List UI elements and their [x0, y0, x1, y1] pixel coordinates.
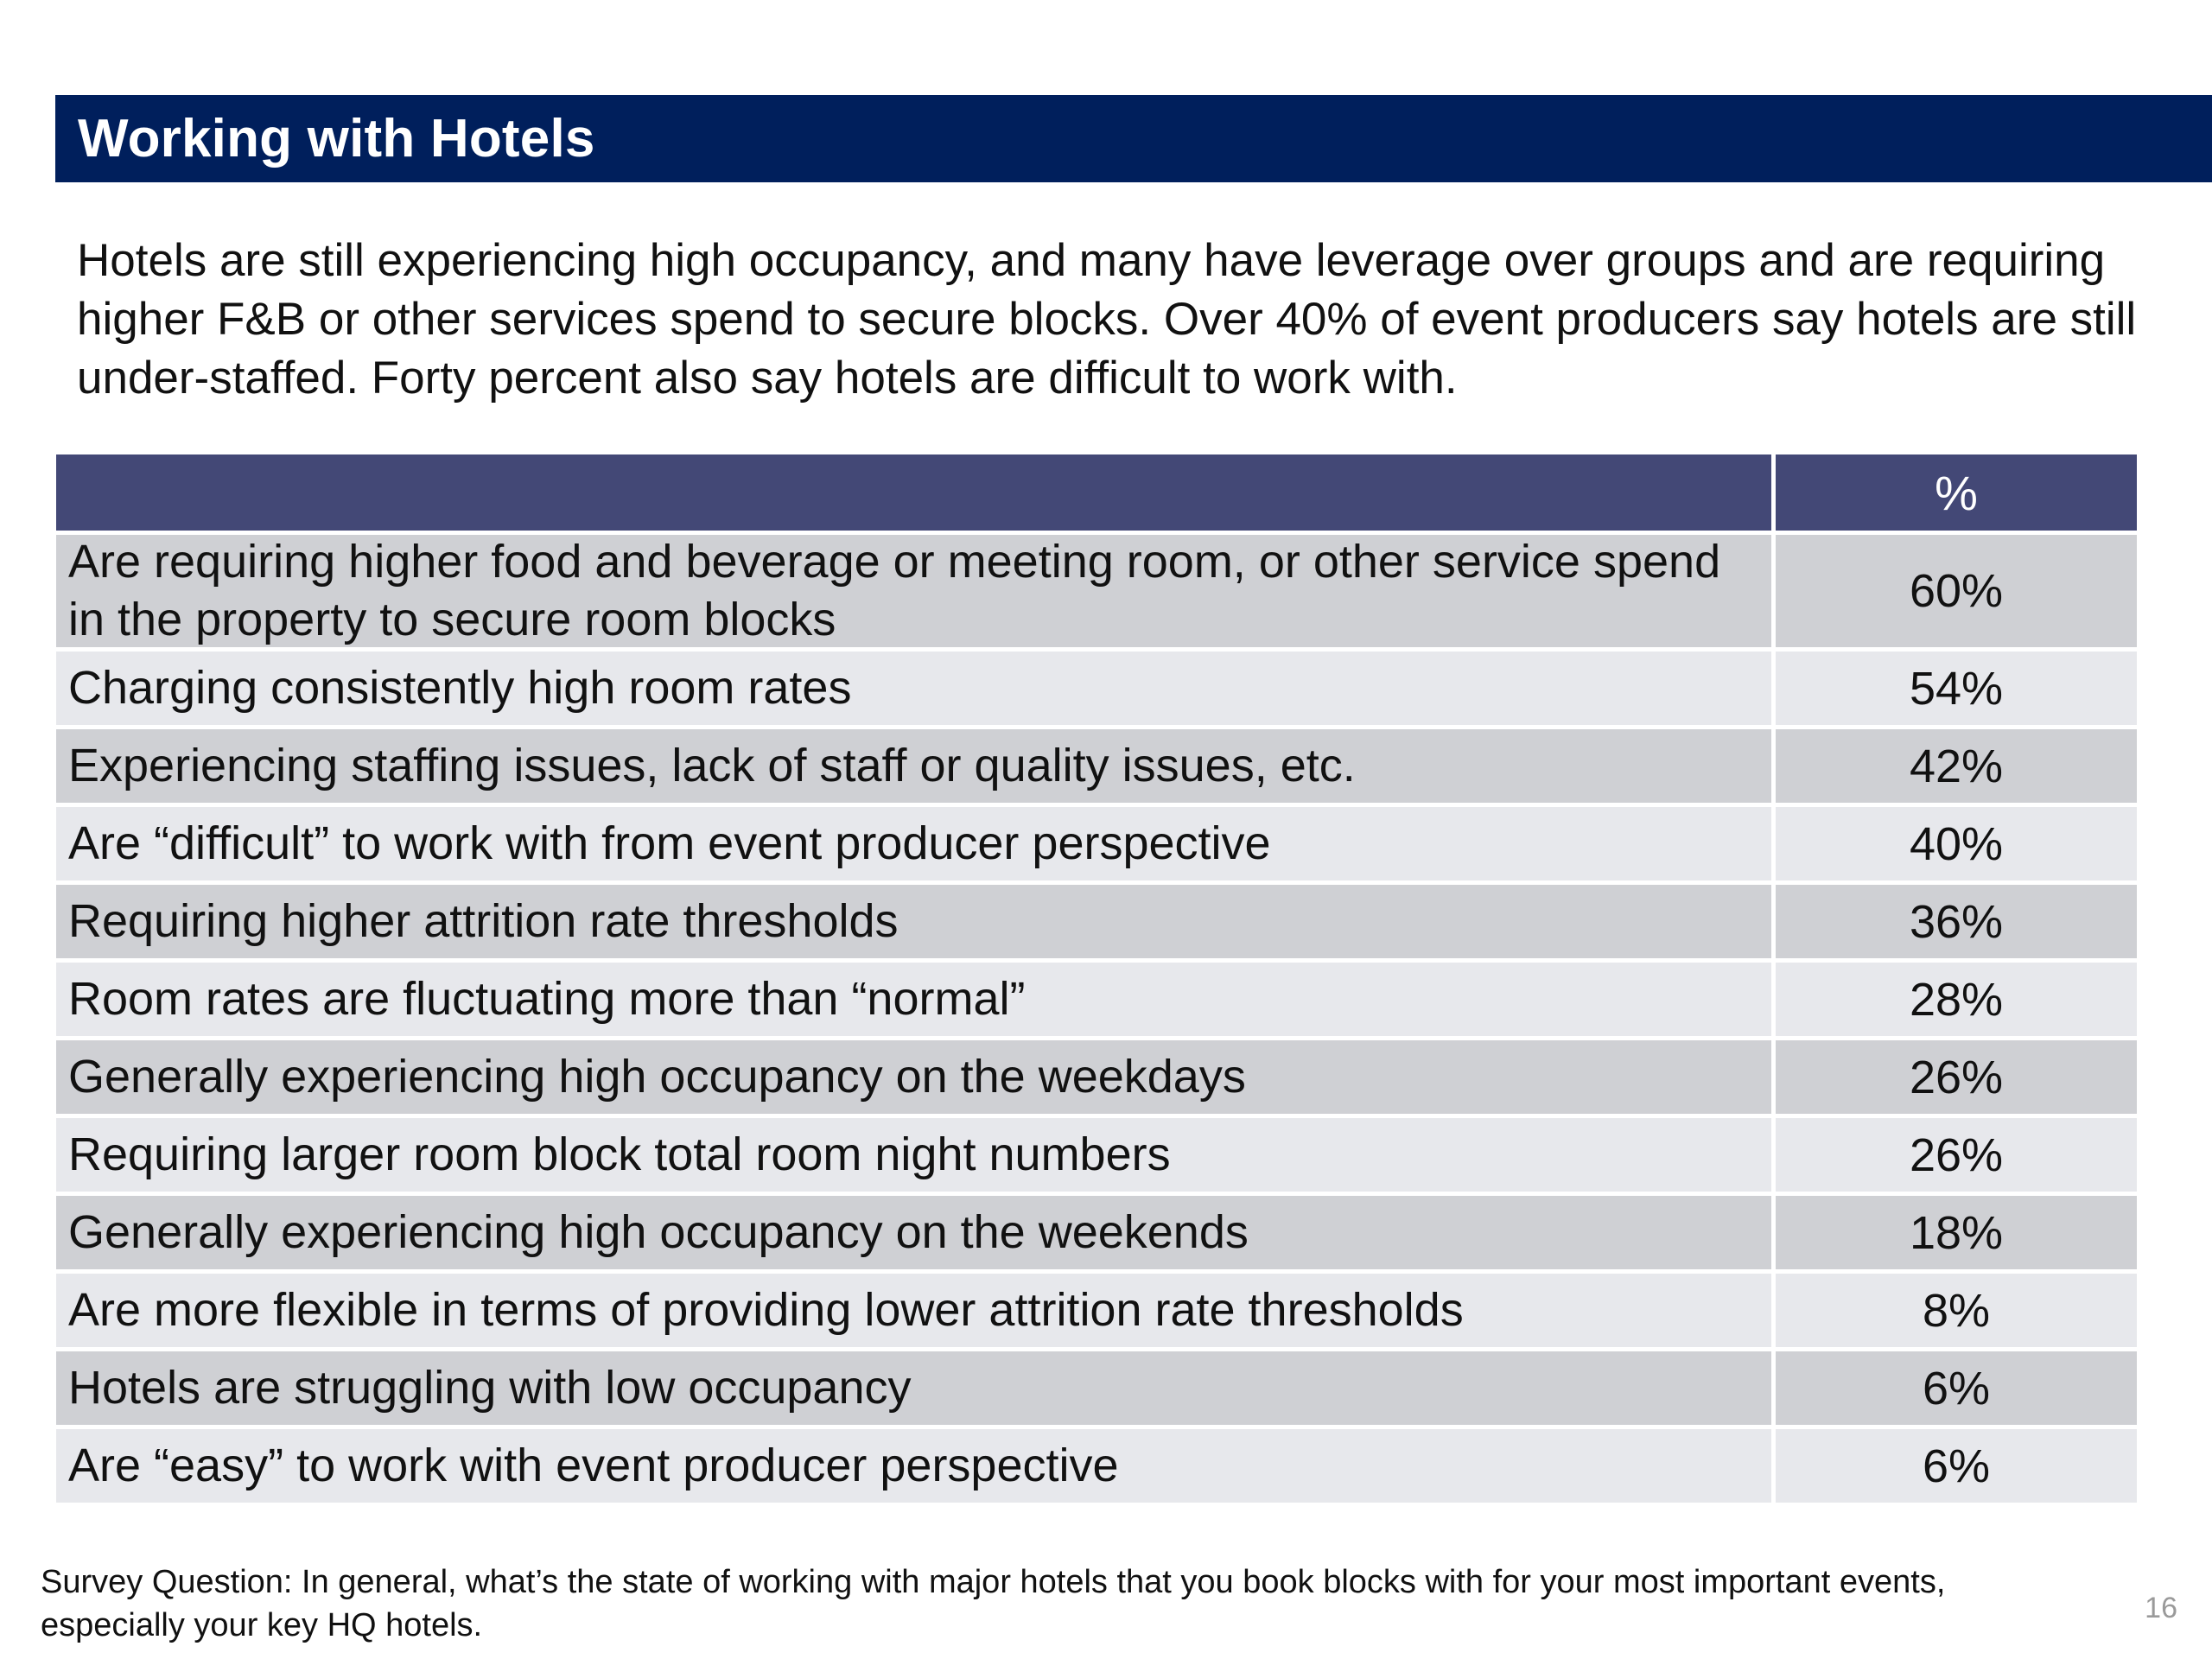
page-number: 16 [2145, 1592, 2177, 1624]
row-label: Room rates are fluctuating more than “no… [56, 963, 1771, 1036]
survey-question-footnote: Survey Question: In general, what’s the … [41, 1564, 1946, 1643]
results-table: % Are requiring higher food and beverage… [56, 454, 2137, 1507]
row-value: 6% [1776, 1351, 2137, 1425]
row-value: 26% [1776, 1040, 2137, 1114]
row-value: 18% [1776, 1196, 2137, 1269]
row-label: Are “easy” to work with event producer p… [56, 1429, 1771, 1503]
row-value: 6% [1776, 1429, 2137, 1503]
table-row: Charging consistently high room rates 54… [56, 652, 2137, 725]
table-row: Are “easy” to work with event producer p… [56, 1429, 2137, 1503]
table-row: Generally experiencing high occupancy on… [56, 1040, 2137, 1114]
row-label: Requiring higher attrition rate threshol… [56, 885, 1771, 958]
title-bar: Working with Hotels [55, 95, 2212, 182]
table-row: Are requiring higher food and beverage o… [56, 535, 2137, 647]
table-row: Hotels are struggling with low occupancy… [56, 1351, 2137, 1425]
table-row: Are “difficult” to work with from event … [56, 807, 2137, 880]
row-label: Are more flexible in terms of providing … [56, 1274, 1771, 1347]
row-value: 28% [1776, 963, 2137, 1036]
header-label-cell [56, 454, 1771, 531]
table-row: Room rates are fluctuating more than “no… [56, 963, 2137, 1036]
row-value: 8% [1776, 1274, 2137, 1347]
table-header-row: % [56, 454, 2137, 531]
row-label: Are requiring higher food and beverage o… [56, 535, 1771, 647]
row-label: Requiring larger room block total room n… [56, 1118, 1771, 1192]
row-label: Experiencing staffing issues, lack of st… [56, 729, 1771, 803]
table-row: Are more flexible in terms of providing … [56, 1274, 2137, 1347]
row-label: Are “difficult” to work with from event … [56, 807, 1771, 880]
row-label: Generally experiencing high occupancy on… [56, 1040, 1771, 1114]
table-row: Requiring higher attrition rate threshol… [56, 885, 2137, 958]
slide-title: Working with Hotels [78, 109, 595, 168]
row-value: 36% [1776, 885, 2137, 958]
header-percent-cell: % [1776, 454, 2137, 531]
row-value: 60% [1776, 535, 2137, 647]
row-label: Generally experiencing high occupancy on… [56, 1196, 1771, 1269]
row-label: Hotels are struggling with low occupancy [56, 1351, 1771, 1425]
intro-paragraph: Hotels are still experiencing high occup… [77, 235, 2137, 404]
table-row: Requiring larger room block total room n… [56, 1118, 2137, 1192]
table-row: Experiencing staffing issues, lack of st… [56, 729, 2137, 803]
row-value: 26% [1776, 1118, 2137, 1192]
row-value: 42% [1776, 729, 2137, 803]
row-value: 40% [1776, 807, 2137, 880]
row-value: 54% [1776, 652, 2137, 725]
table-row: Generally experiencing high occupancy on… [56, 1196, 2137, 1269]
row-label: Charging consistently high room rates [56, 652, 1771, 725]
